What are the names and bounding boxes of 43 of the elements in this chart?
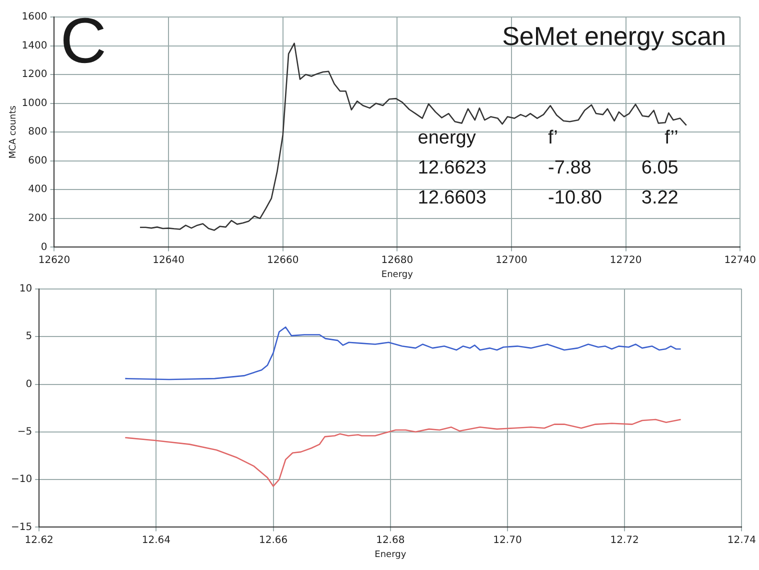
annotation: f’’ bbox=[664, 128, 678, 149]
x-tick-label: 12740 bbox=[724, 254, 756, 266]
annotation: C bbox=[60, 4, 106, 77]
x-axis-title: Energy bbox=[374, 550, 407, 560]
y-tick-label: −15 bbox=[10, 522, 32, 533]
y-tick-label: 10 bbox=[19, 284, 32, 295]
x-tick-label: 12.74 bbox=[727, 534, 756, 546]
annotation: energy bbox=[418, 128, 476, 149]
y-axis-title: MCA counts bbox=[8, 105, 19, 159]
y-tick-label: −5 bbox=[17, 426, 32, 438]
y-tick-label: 5 bbox=[26, 331, 32, 342]
annotation: 12.6603 bbox=[418, 188, 486, 209]
y-tick-label: 1400 bbox=[22, 40, 48, 52]
y-tick-label: 1200 bbox=[22, 69, 48, 80]
x-tick-label: 12720 bbox=[610, 254, 642, 266]
annotation: 6.05 bbox=[641, 158, 678, 179]
y-tick-label: 0 bbox=[40, 242, 48, 253]
x-tick-label: 12.64 bbox=[142, 534, 171, 546]
annotation: f’ bbox=[548, 128, 558, 149]
x-tick-label: 12.62 bbox=[24, 534, 54, 546]
annotation: SeMet energy scan bbox=[502, 21, 726, 52]
y-tick-label: 200 bbox=[28, 213, 48, 224]
y-tick-label: 1000 bbox=[22, 98, 48, 109]
y-tick-label: 400 bbox=[28, 184, 48, 196]
annotation: -10.80 bbox=[548, 188, 602, 209]
y-tick-label: 0 bbox=[26, 378, 32, 390]
x-tick-label: 12640 bbox=[152, 254, 184, 266]
x-tick-label: 12.66 bbox=[258, 534, 288, 546]
x-tick-label: 12700 bbox=[496, 254, 528, 266]
x-tick-label: 12660 bbox=[266, 254, 299, 266]
annotation: 12.6623 bbox=[418, 158, 486, 179]
x-tick-label: 12.72 bbox=[610, 534, 639, 546]
y-tick-label: −10 bbox=[10, 474, 32, 486]
x-tick-label: 12.70 bbox=[493, 534, 522, 546]
x-axis-title: Energy bbox=[381, 270, 414, 280]
annotation: 3.22 bbox=[641, 188, 678, 209]
x-tick-label: 12.68 bbox=[376, 534, 405, 546]
x-tick-label: 12620 bbox=[38, 254, 70, 266]
x-tick-label: 12680 bbox=[381, 254, 414, 266]
y-tick-label: 1600 bbox=[22, 12, 48, 23]
y-tick-label: 600 bbox=[28, 155, 48, 166]
annotation: -7.88 bbox=[548, 158, 592, 179]
y-tick-label: 800 bbox=[28, 126, 48, 138]
